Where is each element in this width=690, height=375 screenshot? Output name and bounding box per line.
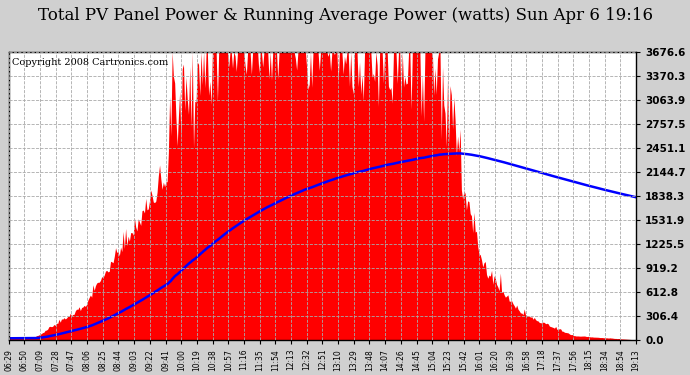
Text: Total PV Panel Power & Running Average Power (watts) Sun Apr 6 19:16: Total PV Panel Power & Running Average P… [37, 8, 653, 24]
Text: Copyright 2008 Cartronics.com: Copyright 2008 Cartronics.com [12, 58, 168, 67]
